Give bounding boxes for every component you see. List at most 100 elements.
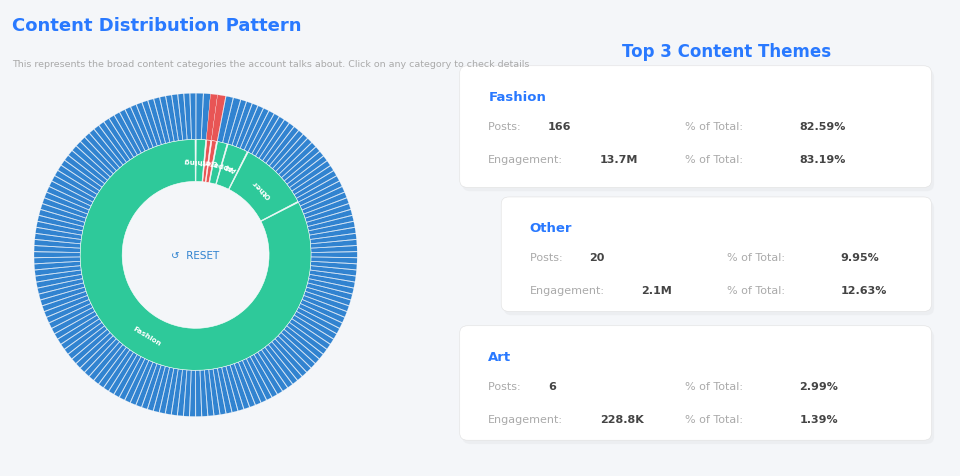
Wedge shape xyxy=(183,370,191,416)
Text: 12.63%: 12.63% xyxy=(841,286,887,296)
FancyBboxPatch shape xyxy=(501,198,931,312)
Wedge shape xyxy=(44,296,89,317)
Wedge shape xyxy=(44,193,89,214)
Wedge shape xyxy=(310,267,356,276)
Wedge shape xyxy=(94,126,127,166)
Wedge shape xyxy=(148,99,165,145)
Wedge shape xyxy=(230,364,250,409)
Wedge shape xyxy=(202,94,210,140)
Wedge shape xyxy=(148,366,165,411)
Wedge shape xyxy=(37,216,84,231)
Wedge shape xyxy=(159,367,174,414)
Text: Apparel: Apparel xyxy=(202,157,233,170)
Wedge shape xyxy=(201,370,207,416)
Wedge shape xyxy=(247,357,272,400)
Wedge shape xyxy=(251,355,277,397)
Wedge shape xyxy=(278,333,315,368)
Wedge shape xyxy=(104,119,133,160)
Wedge shape xyxy=(99,347,130,387)
Wedge shape xyxy=(243,359,266,403)
Wedge shape xyxy=(131,106,153,150)
Wedge shape xyxy=(190,370,196,416)
Text: 2.1M: 2.1M xyxy=(641,286,672,296)
Wedge shape xyxy=(81,138,116,174)
Wedge shape xyxy=(265,345,298,384)
Wedge shape xyxy=(114,113,141,156)
Wedge shape xyxy=(35,240,81,248)
Wedge shape xyxy=(303,292,348,312)
Text: 82.59%: 82.59% xyxy=(800,121,846,131)
Wedge shape xyxy=(76,333,113,368)
Wedge shape xyxy=(263,124,294,164)
Text: % of Total:: % of Total: xyxy=(685,121,747,131)
Wedge shape xyxy=(72,147,110,181)
Wedge shape xyxy=(258,350,287,391)
Text: Other: Other xyxy=(252,178,273,199)
Wedge shape xyxy=(276,139,311,175)
Wedge shape xyxy=(65,156,105,188)
Text: Top 3 Content Themes: Top 3 Content Themes xyxy=(622,43,831,61)
Wedge shape xyxy=(49,304,93,328)
Wedge shape xyxy=(238,361,261,405)
Text: 83.19%: 83.19% xyxy=(800,155,846,165)
Wedge shape xyxy=(206,95,218,141)
Wedge shape xyxy=(89,130,123,169)
Text: Posts:: Posts: xyxy=(530,252,565,262)
Text: Engagement:: Engagement: xyxy=(489,414,564,424)
Text: Art: Art xyxy=(223,162,237,173)
Wedge shape xyxy=(278,143,316,178)
Wedge shape xyxy=(42,198,87,218)
Text: Clothing: Clothing xyxy=(182,158,217,165)
Wedge shape xyxy=(154,367,169,412)
Wedge shape xyxy=(292,316,333,344)
Wedge shape xyxy=(299,182,342,207)
Wedge shape xyxy=(244,109,269,153)
Wedge shape xyxy=(94,345,126,384)
Wedge shape xyxy=(61,161,102,191)
Wedge shape xyxy=(299,304,342,328)
Wedge shape xyxy=(77,142,113,178)
Wedge shape xyxy=(36,271,82,282)
Wedge shape xyxy=(52,308,95,334)
Text: 228.8K: 228.8K xyxy=(600,414,643,424)
Wedge shape xyxy=(49,182,93,207)
Wedge shape xyxy=(311,262,357,270)
Text: Posts:: Posts: xyxy=(489,381,524,391)
Wedge shape xyxy=(178,95,187,141)
Text: ↺  RESET: ↺ RESET xyxy=(172,250,220,260)
Wedge shape xyxy=(300,188,345,210)
Wedge shape xyxy=(223,99,240,145)
Wedge shape xyxy=(269,342,301,380)
Text: % of Total:: % of Total: xyxy=(727,252,788,262)
Wedge shape xyxy=(36,228,82,240)
Text: 166: 166 xyxy=(548,121,571,131)
Wedge shape xyxy=(36,275,83,288)
Wedge shape xyxy=(292,167,333,195)
Wedge shape xyxy=(36,222,83,236)
Wedge shape xyxy=(305,288,350,306)
Wedge shape xyxy=(39,284,84,300)
Wedge shape xyxy=(236,104,257,149)
FancyBboxPatch shape xyxy=(460,326,931,440)
Wedge shape xyxy=(35,234,82,244)
Wedge shape xyxy=(211,96,226,142)
Wedge shape xyxy=(47,188,91,210)
Wedge shape xyxy=(306,210,352,227)
Text: % of Total:: % of Total: xyxy=(727,286,788,296)
Wedge shape xyxy=(68,151,108,184)
Wedge shape xyxy=(165,368,178,415)
Wedge shape xyxy=(281,148,320,181)
Wedge shape xyxy=(209,369,220,416)
Text: Engagement:: Engagement: xyxy=(530,286,605,296)
Wedge shape xyxy=(308,275,355,288)
Wedge shape xyxy=(209,142,227,185)
Wedge shape xyxy=(68,327,108,359)
Wedge shape xyxy=(142,364,161,409)
Wedge shape xyxy=(142,101,161,147)
Wedge shape xyxy=(272,339,306,377)
Wedge shape xyxy=(34,252,81,258)
Wedge shape xyxy=(249,112,274,155)
Wedge shape xyxy=(72,330,110,364)
Wedge shape xyxy=(172,369,182,416)
Text: This represents the broad content categories the account talks about. Click on a: This represents the broad content catego… xyxy=(12,60,530,69)
